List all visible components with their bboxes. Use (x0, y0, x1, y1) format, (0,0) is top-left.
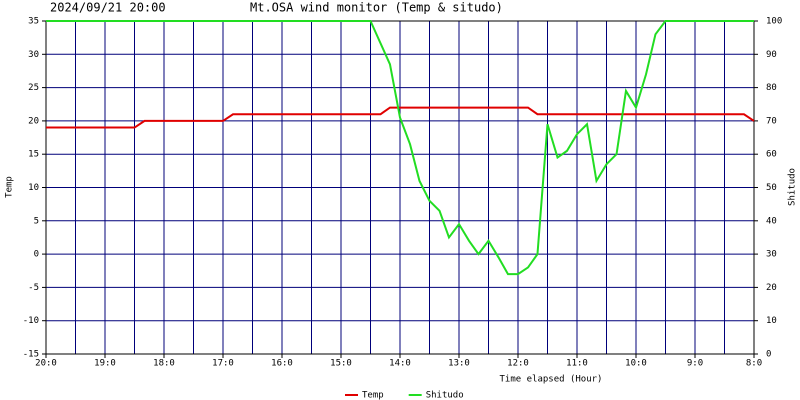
y2-tick-label: 90 (766, 50, 777, 60)
y2-tick-label: 80 (766, 83, 777, 93)
y2-axis-label: Shitudo (788, 168, 798, 206)
x-tick-label: 17:0 (212, 359, 234, 369)
y-tick-label: -15 (23, 350, 39, 360)
y-tick-label: 5 (34, 216, 39, 226)
y2-tick-label: 30 (766, 250, 777, 260)
y-tick-label: 10 (28, 183, 39, 193)
legend-label: Temp (362, 391, 384, 400)
chart-title: 2024/09/21 20:00 (50, 1, 166, 15)
x-tick-label: 20:0 (35, 359, 57, 369)
y2-tick-label: 10 (766, 316, 777, 326)
legend-label: Shitudo (426, 391, 464, 400)
x-tick-label: 19:0 (94, 359, 116, 369)
y-tick-label: 0 (34, 250, 39, 260)
y2-tick-label: 70 (766, 116, 777, 126)
x-axis-label: Time elapsed (Hour) (500, 375, 603, 385)
x-tick-label: 13:0 (448, 359, 470, 369)
y2-tick-label: 100 (766, 17, 782, 27)
data-line (46, 106, 755, 129)
x-tick-label: 9:0 (687, 359, 703, 369)
x-tick-label: 12:0 (507, 359, 529, 369)
x-tick-label: 11:0 (566, 359, 588, 369)
data-line (46, 20, 754, 276)
y-tick-label: 20 (28, 116, 39, 126)
x-tick-label: 18:0 (153, 359, 175, 369)
y-tick-label: 25 (28, 83, 39, 93)
y2-tick-label: 0 (766, 350, 771, 360)
x-tick-label: 15:0 (330, 359, 352, 369)
chart-subtitle: Mt.OSA wind monitor (Temp & situdo) (250, 1, 503, 15)
plot-border (45, 20, 755, 355)
x-tick-label: 10:0 (625, 359, 647, 369)
y-tick-label: -5 (28, 283, 39, 293)
y2-tick-label: 40 (766, 216, 777, 226)
y2-tick-label: 20 (766, 283, 777, 293)
y2-tick-label: 60 (766, 150, 777, 160)
y2-tick-label: 50 (766, 183, 777, 193)
y-tick-label: 35 (28, 17, 39, 27)
y-tick-label: -10 (23, 316, 39, 326)
x-tick-label: 14:0 (389, 359, 411, 369)
x-tick-label: 16:0 (271, 359, 293, 369)
y-axis-label: Temp (5, 176, 15, 198)
y-tick-label: 30 (28, 50, 39, 60)
x-tick-label: 8:0 (746, 359, 762, 369)
y-tick-label: 15 (28, 150, 39, 160)
